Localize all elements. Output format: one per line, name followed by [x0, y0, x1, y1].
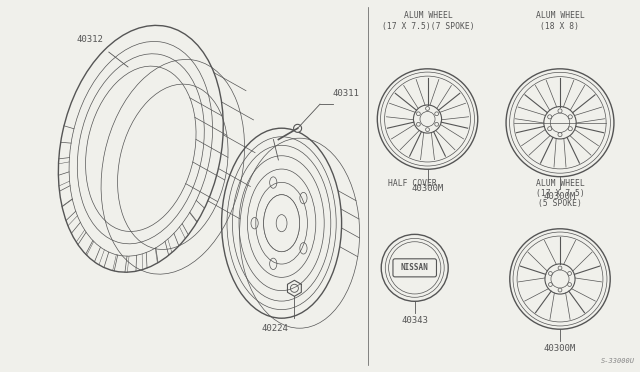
- Ellipse shape: [264, 195, 300, 252]
- Text: 40300M: 40300M: [544, 192, 576, 201]
- Circle shape: [435, 112, 438, 116]
- Circle shape: [548, 115, 552, 119]
- Circle shape: [558, 288, 562, 292]
- Circle shape: [568, 283, 572, 286]
- Text: ALUM WHEEL
(18 X 8): ALUM WHEEL (18 X 8): [536, 11, 584, 31]
- Circle shape: [417, 112, 420, 116]
- Circle shape: [558, 266, 562, 270]
- Circle shape: [548, 126, 552, 131]
- Circle shape: [548, 283, 552, 286]
- Circle shape: [426, 107, 429, 110]
- Text: S-33000U: S-33000U: [601, 358, 635, 364]
- Text: 40311: 40311: [333, 89, 360, 97]
- Circle shape: [568, 272, 572, 275]
- Circle shape: [558, 132, 562, 137]
- FancyBboxPatch shape: [393, 259, 436, 277]
- Circle shape: [426, 128, 429, 131]
- Circle shape: [435, 122, 438, 126]
- Text: HALF COVER: HALF COVER: [388, 179, 437, 187]
- Text: 40343: 40343: [401, 316, 428, 326]
- Text: NISSAN: NISSAN: [401, 263, 429, 272]
- Circle shape: [568, 126, 572, 131]
- Circle shape: [417, 122, 420, 126]
- Circle shape: [294, 124, 301, 132]
- Circle shape: [558, 109, 562, 113]
- Text: 40312: 40312: [76, 35, 103, 44]
- Circle shape: [548, 272, 552, 275]
- Text: ALUM WHEEL
(17 X 7.5)
(5 SPOKE): ALUM WHEEL (17 X 7.5) (5 SPOKE): [536, 179, 584, 208]
- Circle shape: [568, 115, 572, 119]
- Text: 40224: 40224: [262, 324, 289, 333]
- Text: 40300M: 40300M: [544, 344, 576, 353]
- Text: ALUM WHEEL
(17 X 7.5)(7 SPOKE): ALUM WHEEL (17 X 7.5)(7 SPOKE): [383, 11, 475, 31]
- Text: 40300M: 40300M: [412, 184, 444, 193]
